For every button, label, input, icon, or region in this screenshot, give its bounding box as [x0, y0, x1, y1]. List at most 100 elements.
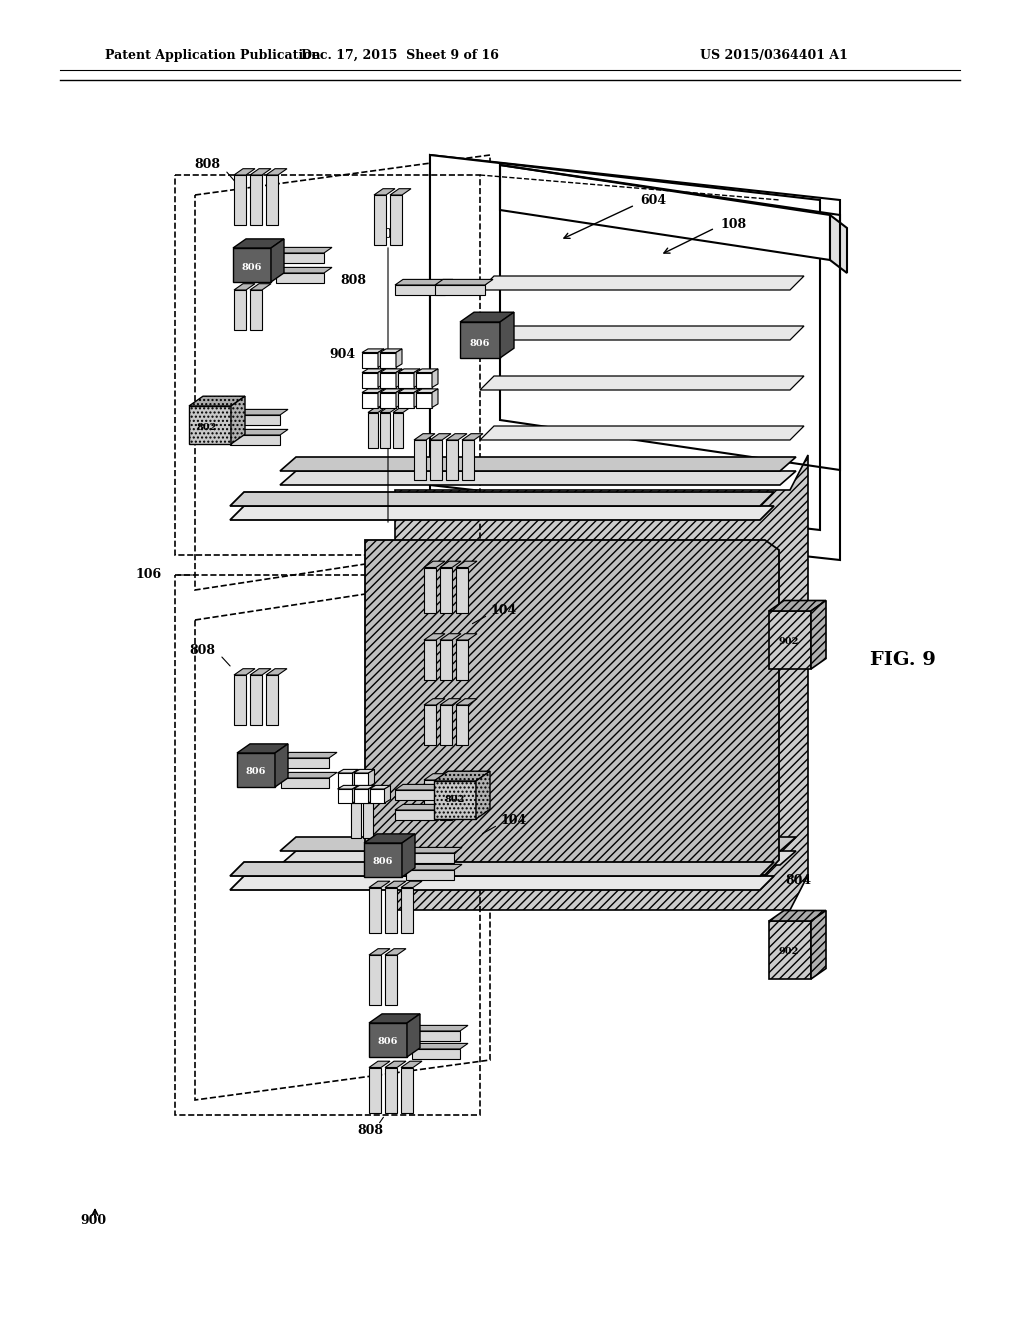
- Polygon shape: [435, 280, 493, 285]
- Polygon shape: [811, 601, 826, 669]
- Polygon shape: [390, 189, 411, 195]
- Polygon shape: [234, 176, 246, 224]
- Polygon shape: [460, 322, 500, 358]
- Polygon shape: [281, 777, 329, 788]
- Polygon shape: [281, 752, 337, 758]
- Polygon shape: [280, 851, 796, 865]
- Polygon shape: [250, 675, 262, 725]
- Polygon shape: [280, 457, 796, 471]
- Polygon shape: [276, 253, 324, 263]
- Polygon shape: [364, 843, 402, 876]
- Text: 806: 806: [373, 858, 393, 866]
- Polygon shape: [351, 797, 368, 803]
- Polygon shape: [401, 887, 413, 932]
- Polygon shape: [369, 770, 375, 787]
- Polygon shape: [352, 770, 358, 787]
- Polygon shape: [435, 285, 485, 294]
- Polygon shape: [351, 803, 361, 837]
- Polygon shape: [378, 348, 384, 367]
- Polygon shape: [385, 954, 397, 1005]
- Polygon shape: [412, 1031, 460, 1041]
- Polygon shape: [440, 698, 461, 705]
- Polygon shape: [416, 389, 438, 392]
- Polygon shape: [281, 772, 337, 777]
- Polygon shape: [462, 434, 483, 440]
- Polygon shape: [230, 492, 774, 506]
- Text: 900: 900: [80, 1213, 106, 1226]
- Polygon shape: [250, 176, 262, 224]
- Polygon shape: [338, 785, 358, 789]
- Polygon shape: [480, 376, 804, 389]
- Polygon shape: [424, 705, 436, 744]
- Text: 808: 808: [357, 1123, 383, 1137]
- Polygon shape: [456, 634, 477, 640]
- Text: Dec. 17, 2015  Sheet 9 of 16: Dec. 17, 2015 Sheet 9 of 16: [301, 49, 499, 62]
- Polygon shape: [406, 847, 462, 853]
- Polygon shape: [440, 774, 461, 780]
- Polygon shape: [266, 669, 287, 675]
- Text: 808: 808: [194, 158, 220, 172]
- Polygon shape: [424, 640, 436, 680]
- Polygon shape: [250, 290, 262, 330]
- Polygon shape: [406, 865, 462, 870]
- Polygon shape: [432, 389, 438, 408]
- Text: US 2015/0364401 A1: US 2015/0364401 A1: [700, 49, 848, 62]
- Polygon shape: [440, 705, 452, 744]
- Polygon shape: [369, 882, 390, 887]
- Text: 808: 808: [189, 644, 215, 656]
- Polygon shape: [380, 368, 402, 372]
- Polygon shape: [353, 774, 369, 787]
- Polygon shape: [401, 1061, 422, 1068]
- Polygon shape: [462, 440, 474, 480]
- Polygon shape: [398, 392, 414, 408]
- Polygon shape: [395, 784, 443, 789]
- Text: 808: 808: [340, 273, 366, 286]
- Polygon shape: [424, 561, 445, 568]
- Polygon shape: [230, 876, 774, 890]
- Polygon shape: [369, 887, 381, 932]
- Polygon shape: [234, 169, 255, 176]
- Text: 802: 802: [197, 422, 217, 432]
- Polygon shape: [362, 803, 373, 837]
- Polygon shape: [250, 284, 271, 290]
- Polygon shape: [237, 744, 288, 752]
- Polygon shape: [811, 911, 826, 979]
- Polygon shape: [440, 568, 452, 612]
- Polygon shape: [424, 568, 436, 612]
- Polygon shape: [416, 368, 438, 372]
- Polygon shape: [402, 834, 415, 876]
- Polygon shape: [393, 408, 410, 412]
- Polygon shape: [233, 248, 271, 282]
- Polygon shape: [370, 785, 390, 789]
- Polygon shape: [369, 954, 381, 1005]
- Polygon shape: [424, 698, 445, 705]
- Polygon shape: [385, 1068, 397, 1113]
- Text: 804: 804: [785, 874, 811, 887]
- Polygon shape: [406, 870, 454, 880]
- Polygon shape: [234, 669, 255, 675]
- Polygon shape: [769, 601, 826, 611]
- Polygon shape: [430, 434, 451, 440]
- Polygon shape: [380, 372, 396, 388]
- Polygon shape: [395, 455, 808, 909]
- Polygon shape: [395, 789, 435, 800]
- Polygon shape: [395, 280, 453, 285]
- Polygon shape: [440, 640, 452, 680]
- Polygon shape: [380, 408, 397, 412]
- Polygon shape: [369, 1023, 407, 1057]
- Text: Patent Application Publication: Patent Application Publication: [105, 49, 321, 62]
- Polygon shape: [362, 348, 384, 352]
- Text: 806: 806: [470, 338, 490, 347]
- Polygon shape: [362, 352, 378, 367]
- Text: 108: 108: [720, 219, 746, 231]
- Polygon shape: [378, 389, 384, 408]
- Polygon shape: [500, 165, 830, 260]
- Polygon shape: [398, 372, 414, 388]
- Polygon shape: [398, 389, 420, 392]
- Polygon shape: [456, 561, 477, 568]
- Text: 104: 104: [500, 813, 526, 826]
- Polygon shape: [430, 154, 820, 531]
- Polygon shape: [440, 561, 461, 568]
- Text: 806: 806: [246, 767, 266, 776]
- Polygon shape: [362, 372, 378, 388]
